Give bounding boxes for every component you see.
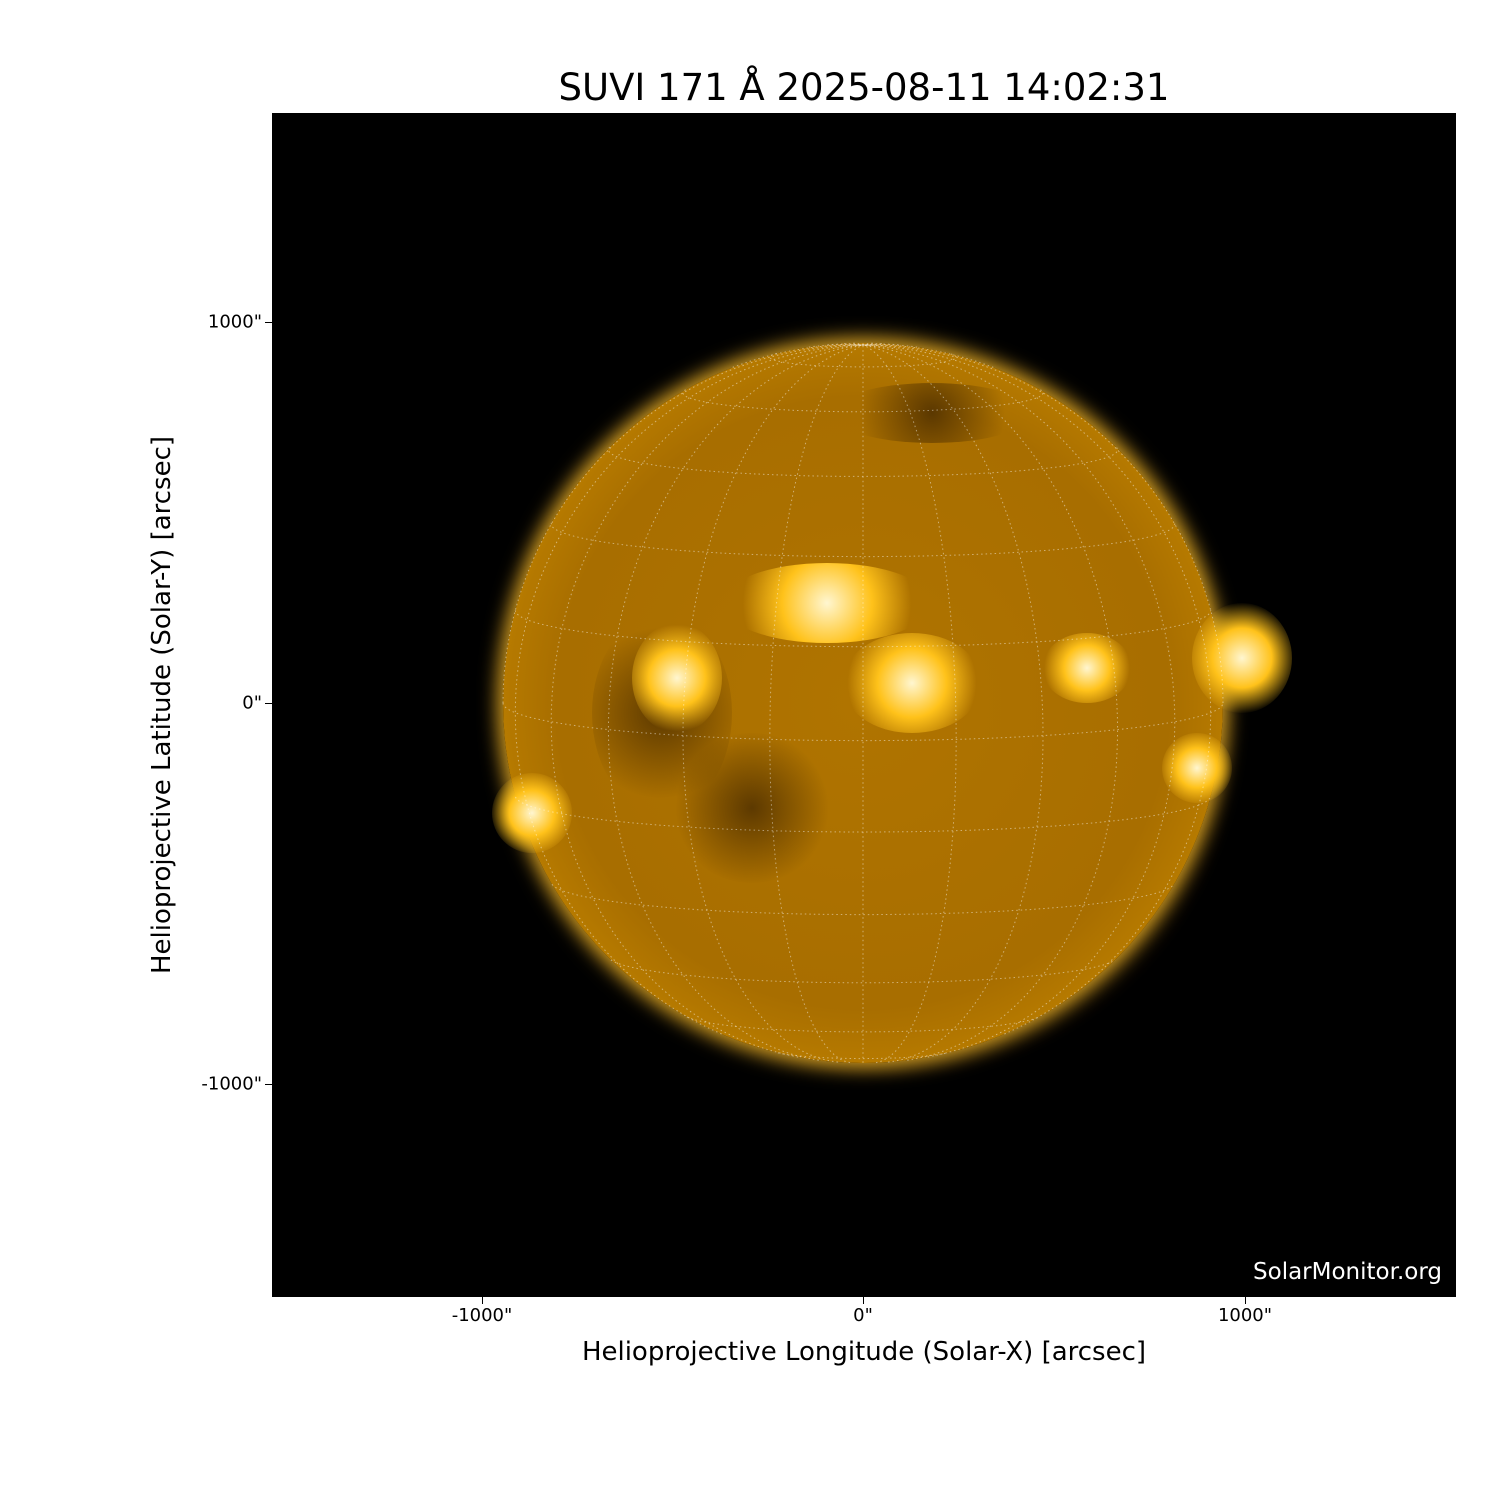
- longitude-line: [682, 344, 864, 1063]
- longitude-line: [607, 344, 864, 1061]
- active-region: [492, 773, 572, 853]
- longitude-line: [550, 344, 864, 1058]
- longitude-line: [502, 344, 864, 704]
- active-region: [722, 563, 932, 643]
- latitude-line: [515, 796, 1211, 833]
- y-tick-label: 1000": [207, 311, 262, 333]
- longitude-line: [853, 342, 864, 346]
- longitude-line: [514, 344, 864, 1035]
- longitude-line: [862, 343, 882, 346]
- watermark: SolarMonitor.org: [1253, 1259, 1442, 1285]
- active-region: [842, 633, 982, 733]
- longitude-line: [844, 343, 864, 346]
- longitude-line: [862, 342, 873, 346]
- plot-title: SUVI 171 Å 2025-08-11 14:02:31: [558, 66, 1170, 109]
- latitude-line: [686, 1016, 1040, 1033]
- x-tick-label: -1000": [451, 1305, 513, 1326]
- longitude-line: [862, 344, 957, 1064]
- longitude-line: [862, 344, 1044, 1063]
- x-tick-label: 0": [853, 1305, 873, 1326]
- longitude-line: [862, 344, 1119, 1061]
- latitude-line: [514, 610, 1212, 648]
- longitude-line: [827, 343, 864, 346]
- active-region: [1192, 603, 1292, 713]
- latitude-line: [610, 959, 1116, 984]
- active-region: [1162, 733, 1232, 803]
- x-tick-label: 1000": [1217, 1305, 1273, 1326]
- active-region: [1042, 633, 1132, 703]
- longitude-line: [862, 344, 1212, 1035]
- longitude-line: [808, 344, 864, 348]
- longitude-line: [862, 344, 1224, 704]
- active-region: [632, 623, 722, 733]
- latitude-line: [502, 702, 1224, 742]
- solar-image-axes: SolarMonitor.org: [272, 113, 1456, 1297]
- x-tick: [482, 1297, 483, 1304]
- x-tick: [1245, 1297, 1246, 1304]
- y-tick-label: 0": [242, 692, 262, 714]
- longitude-line: [732, 344, 864, 368]
- y-tick-label: -1000": [201, 1073, 262, 1095]
- longitude-line: [862, 343, 899, 346]
- x-tick: [863, 1297, 864, 1304]
- y-tick: [265, 322, 272, 323]
- y-axis-label: Helioprojective Latitude (Solar-Y) [arcs…: [147, 435, 177, 975]
- longitude-line: [862, 344, 994, 368]
- y-tick: [265, 703, 272, 704]
- longitude-line: [862, 344, 1176, 1058]
- longitude-line: [862, 344, 918, 348]
- latitude-line: [607, 446, 1119, 477]
- y-tick: [265, 1084, 272, 1085]
- x-axis-label: Helioprojective Longitude (Solar-X) [arc…: [581, 1337, 1147, 1367]
- coronal-hole: [832, 383, 1032, 443]
- longitude-line: [769, 344, 864, 1064]
- coronal-hole: [672, 733, 832, 883]
- heliographic-grid: [502, 342, 1224, 1064]
